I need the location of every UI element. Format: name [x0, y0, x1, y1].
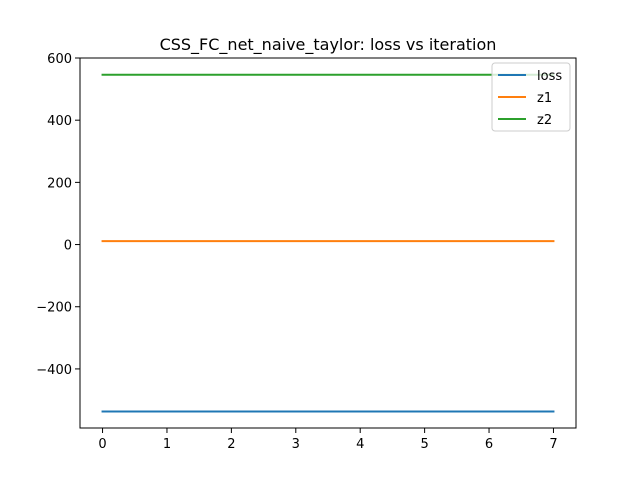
legend-label-z2: z2	[537, 113, 552, 128]
legend-label-loss: loss	[537, 69, 562, 84]
x-tick-label: 4	[356, 437, 364, 452]
chart-title: CSS_FC_net_naive_taylor: loss vs iterati…	[160, 35, 497, 55]
y-tick-label: 0	[64, 239, 72, 254]
x-tick-label: 2	[227, 437, 235, 452]
x-tick-label: 6	[485, 437, 493, 452]
legend-label-z1: z1	[537, 91, 552, 106]
y-tick-label: 200	[47, 176, 72, 191]
y-tick-label: 600	[47, 52, 72, 67]
x-tick-label: 7	[549, 437, 557, 452]
x-tick-label: 5	[420, 437, 428, 452]
y-tick-label: 400	[47, 114, 72, 129]
y-tick-label: −200	[36, 301, 72, 316]
x-tick-label: 0	[98, 437, 106, 452]
legend-box	[491, 62, 571, 132]
plot-frame	[79, 57, 577, 429]
x-tick-label: 3	[292, 437, 300, 452]
y-tick-label: −400	[36, 363, 72, 378]
x-tick-label: 1	[163, 437, 171, 452]
legend: loss z1 z2	[491, 62, 571, 132]
